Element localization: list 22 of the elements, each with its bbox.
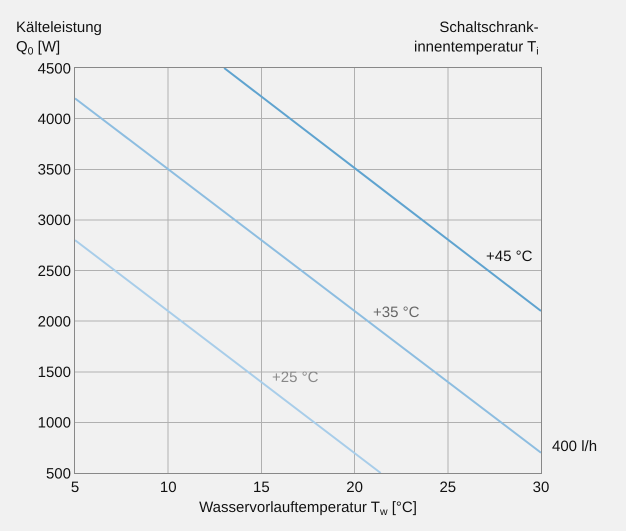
y-tick-label: 1500 xyxy=(38,364,71,381)
y-tick-label: 3000 xyxy=(38,212,71,230)
x-axis-title: Wasservorlauftemperatur T$_{w}$ [°C] xyxy=(199,499,417,518)
legend-title: Schaltschrank- innentemperatur T$_{i}$ xyxy=(414,19,539,58)
series-label: +35 °C xyxy=(373,304,420,321)
y-tick-label: 2500 xyxy=(38,262,71,280)
x-tick-label: 20 xyxy=(346,479,363,496)
y-axis-title: Kälteleistung Q$_{0}$ [W] xyxy=(16,19,102,58)
series-label: +25 °C xyxy=(272,369,319,386)
x-tick-label: 25 xyxy=(439,479,456,496)
y-tick-label: 2000 xyxy=(38,313,71,330)
y-tick-label: 4000 xyxy=(38,110,71,128)
x-tick-label: 5 xyxy=(70,479,80,496)
x-tick-label: 15 xyxy=(253,479,270,496)
y-tick-label: 1000 xyxy=(38,414,71,432)
series-label: +45 °C xyxy=(486,248,533,265)
x-tick-label: 30 xyxy=(532,479,550,496)
y-tick-label: 3500 xyxy=(38,162,71,178)
y-tick-label: 4500 xyxy=(38,60,71,78)
x-tick-label: 10 xyxy=(160,479,177,496)
y-tick-label: 500 xyxy=(46,465,71,482)
text: 400 l/h xyxy=(552,438,598,455)
